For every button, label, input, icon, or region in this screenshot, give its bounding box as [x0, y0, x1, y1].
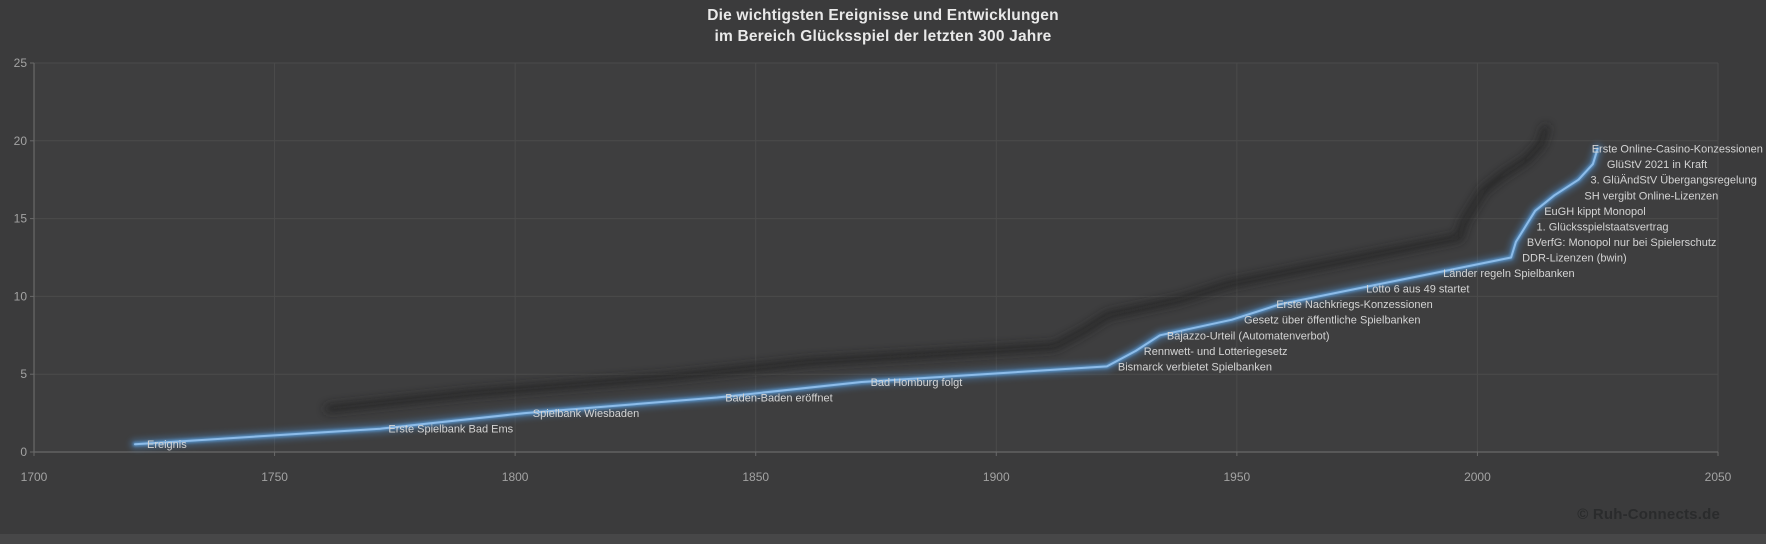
event-label: EuGH kippt Monopol — [1544, 206, 1646, 218]
event-label: Bajazzo-Urteil (Automatenverbot) — [1167, 330, 1330, 342]
event-label: Erste Spielbank Bad Ems — [388, 424, 513, 436]
x-tick-label: 1750 — [261, 470, 288, 484]
y-tick-label: 10 — [14, 289, 28, 303]
event-label: BVerfG: Monopol nur bei Spielerschutz — [1527, 237, 1717, 249]
x-tick-label: 1700 — [21, 470, 48, 484]
series-line — [134, 147, 1599, 446]
x-tick-label: 2000 — [1464, 470, 1491, 484]
event-label: Lotto 6 aus 49 startet — [1366, 284, 1469, 296]
event-label: GlüStV 2021 in Kraft — [1607, 159, 1707, 171]
event-label: Spielbank Wiesbaden — [533, 408, 639, 420]
copyright-text: © Ruh-Connects.de — [1577, 506, 1720, 523]
chart-title: Die wichtigsten Ereignisse und Entwicklu… — [0, 5, 1766, 47]
event-label: Rennwett- und Lotteriegesetz — [1144, 346, 1288, 358]
y-tick-label: 5 — [20, 367, 27, 381]
footer-strip — [0, 534, 1766, 544]
event-label: Erste Online-Casino-Konzessionen — [1592, 144, 1763, 156]
series-shadow — [324, 124, 1550, 413]
event-label: 1. Glücksspielstaatsvertrag — [1537, 221, 1669, 233]
event-label: Bad Homburg folgt — [871, 377, 963, 389]
x-tick-label: 1950 — [1224, 470, 1251, 484]
y-tick-label: 15 — [14, 212, 28, 226]
chart-title-line1: Die wichtigsten Ereignisse und Entwicklu… — [707, 7, 1059, 24]
x-tick-label: 1800 — [502, 470, 529, 484]
x-tick-label: 2050 — [1705, 470, 1732, 484]
y-tick-label: 25 — [14, 56, 28, 70]
event-label: SH vergibt Online-Lizenzen — [1584, 190, 1718, 202]
event-label: Ereignis — [147, 439, 187, 451]
event-label: Länder regeln Spielbanken — [1443, 268, 1575, 280]
y-tick-label: 20 — [14, 134, 28, 148]
chart-title-line2: im Bereich Glücksspiel der letzten 300 J… — [714, 28, 1052, 45]
plot-area — [34, 63, 1718, 452]
event-label: 3. GlüÄndStV Übergangsregelung — [1591, 175, 1757, 187]
event-label: DDR-Lizenzen (bwin) — [1522, 253, 1627, 265]
x-tick-label: 1900 — [983, 470, 1010, 484]
event-label: Erste Nachkriegs-Konzessionen — [1276, 299, 1433, 311]
event-label: Baden-Baden eröffnet — [725, 393, 832, 405]
x-tick-label: 1850 — [742, 470, 769, 484]
y-tick-label: 0 — [20, 445, 27, 459]
event-label: Bismarck verbietet Spielbanken — [1118, 361, 1272, 373]
event-label: Gesetz über öffentliche Spielbanken — [1244, 315, 1421, 327]
